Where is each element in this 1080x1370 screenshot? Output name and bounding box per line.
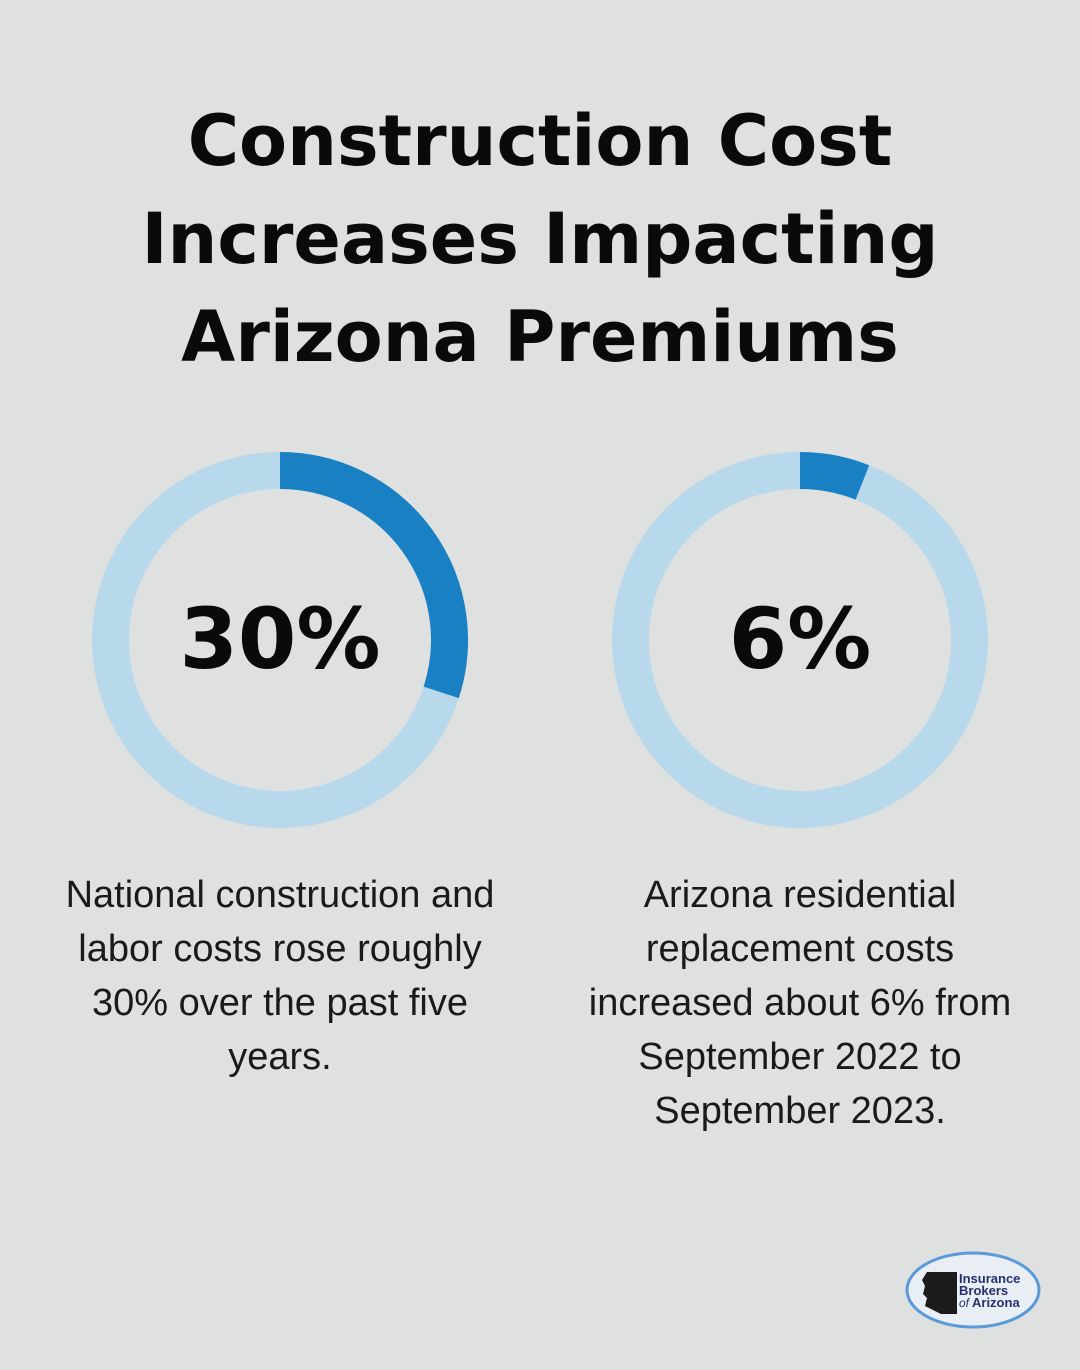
svg-text:Brokers: Brokers	[959, 1283, 1008, 1298]
svg-text:Insurance: Insurance	[959, 1271, 1020, 1286]
description-2: Arizona residential replacement costs in…	[588, 874, 1012, 1132]
svg-text:of: of	[959, 1296, 971, 1310]
company-logo: Insurance Brokers of Arizona	[905, 1251, 1041, 1329]
donut-center-label: 30%	[179, 590, 380, 688]
arizona-map-icon	[922, 1272, 957, 1314]
donut-chart-1: 30%	[92, 452, 468, 828]
description-1: National construction and labor costs ro…	[65, 874, 495, 1078]
donut-chart-2: 6%	[612, 452, 988, 828]
donut-value-arc	[799, 452, 870, 500]
page-title: Construction Cost Increases Impacting Ar…	[141, 100, 939, 378]
donut-center-label: 6%	[729, 590, 872, 688]
svg-text:Arizona: Arizona	[972, 1295, 1020, 1310]
donut-value-arc	[279, 452, 468, 699]
